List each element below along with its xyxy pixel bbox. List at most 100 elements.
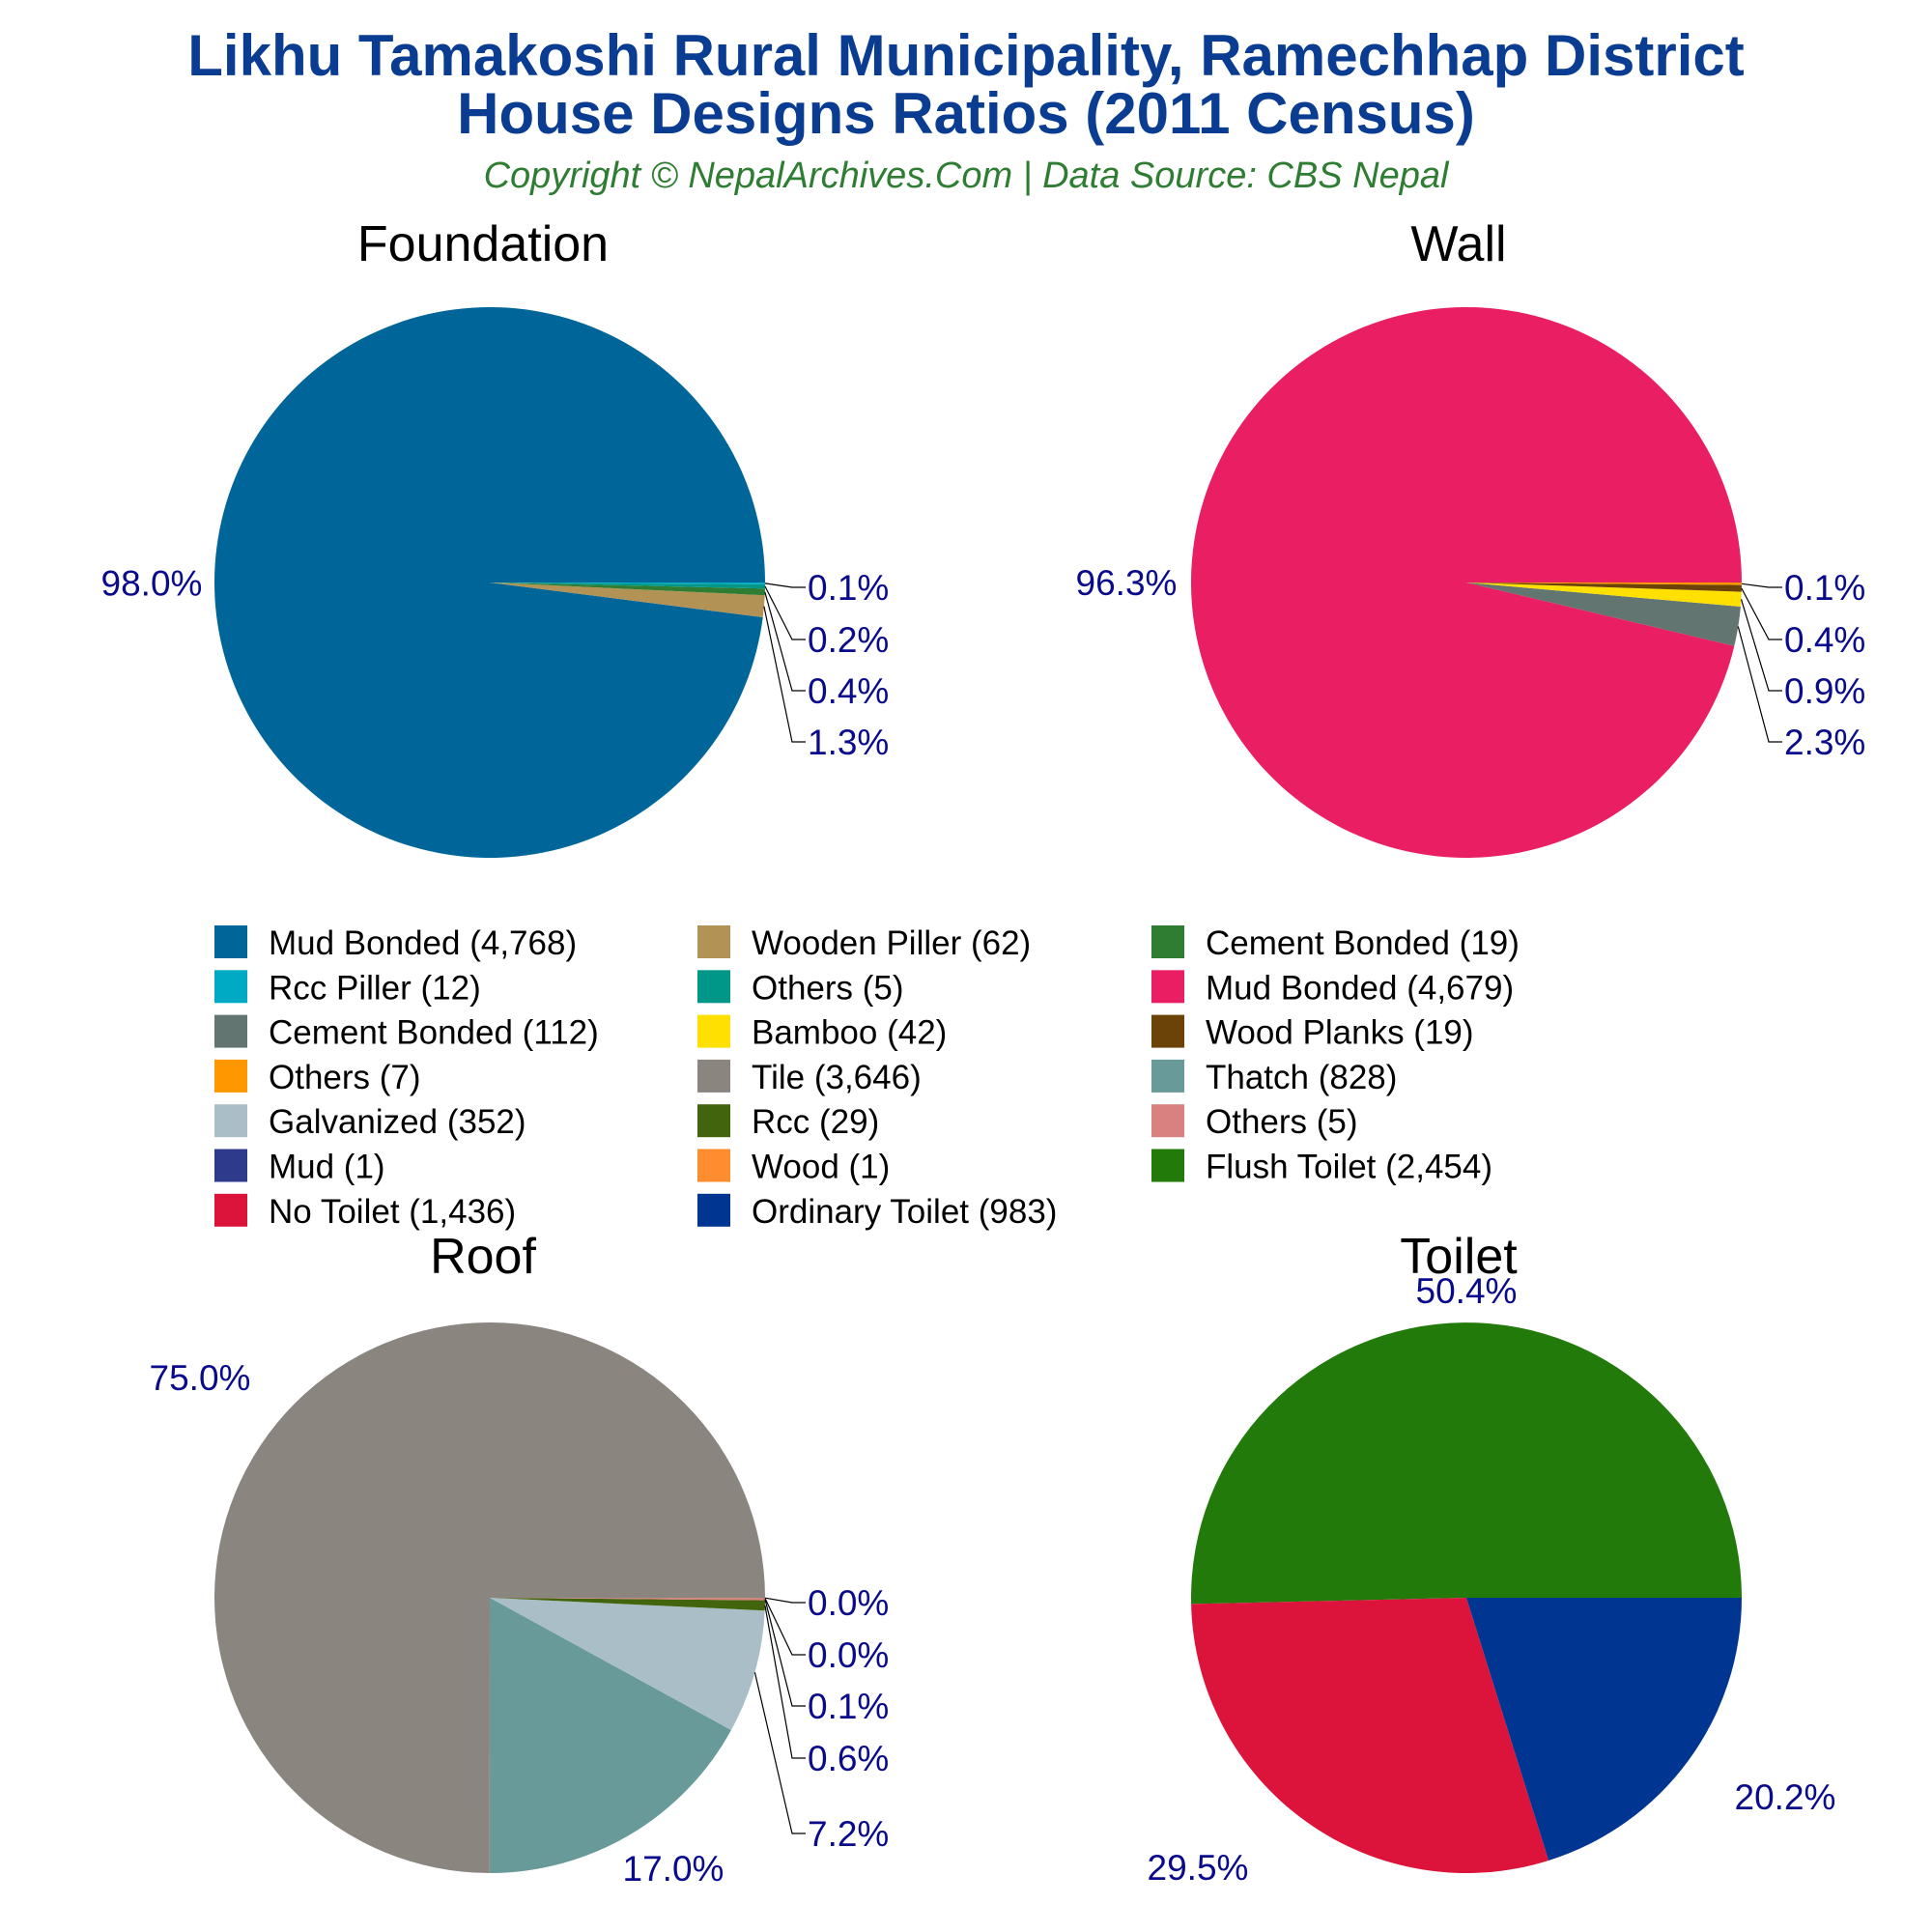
legend-label: Mud (1) [269, 1149, 385, 1186]
legend-swatch [214, 1014, 247, 1048]
legend-label: Tile (3,646) [752, 1059, 922, 1096]
pie-title-wall: Wall [1410, 216, 1506, 272]
pct-label: 0.9% [1784, 671, 1865, 711]
legend-label: Galvanized (352) [269, 1103, 526, 1141]
legend-label: Others (7) [269, 1059, 421, 1096]
legend-label: Mud Bonded (4,679) [1206, 969, 1514, 1007]
pct-label: 0.0% [808, 1583, 889, 1623]
leader-line [753, 1671, 806, 1834]
pct-label: 29.5% [1148, 1848, 1249, 1888]
pct-label: 0.4% [1784, 620, 1865, 660]
pie-title-foundation: Foundation [357, 216, 609, 272]
leader-line [764, 1605, 806, 1759]
pie-slice-ordinary-toilet [1466, 1598, 1742, 1861]
pie-slice-others [1466, 582, 1742, 585]
pie-wall: Wall 96.3% 0.1% 0.4% 0.9% 2.3% [1076, 216, 1865, 858]
legend-swatch [214, 925, 247, 958]
leader-line [1741, 582, 1782, 588]
legend-label: Cement Bonded (19) [1206, 924, 1520, 962]
legend-label: No Toilet (1,436) [269, 1193, 516, 1231]
leader-line [764, 591, 806, 692]
leader-line [764, 1599, 806, 1707]
pct-label: 20.2% [1735, 1777, 1836, 1817]
legend-label: Others (5) [1206, 1103, 1358, 1141]
legend-label: Cement Bonded (112) [269, 1014, 599, 1052]
pie-toilet: Toilet 50.4% 20.2% 29.5% [1148, 1229, 1836, 1888]
leader-line [1740, 599, 1782, 692]
pie-slice-rcc-piller [490, 582, 765, 584]
pct-label: 50.4% [1416, 1271, 1518, 1311]
pct-label: 2.3% [1784, 723, 1865, 762]
pie-slice-others [490, 1598, 765, 1601]
pie-title-roof: Roof [430, 1229, 536, 1285]
legend-label: Wood (1) [752, 1149, 890, 1186]
pie-title-toilet: Toilet [1400, 1229, 1518, 1285]
legend-swatch [1151, 970, 1184, 1004]
legend-swatch [1151, 1014, 1184, 1048]
leader-line [1737, 626, 1782, 743]
legend-swatch [214, 1104, 247, 1138]
pie-slice-cement-bonded [490, 582, 765, 596]
pie-slice-wood-planks [1466, 582, 1742, 592]
pie-slice-galvanized [490, 1598, 765, 1730]
leader-line [764, 1598, 806, 1656]
pie-slice-flush-toilet [1190, 1322, 1742, 1605]
pie-slice-mud-bonded [214, 306, 766, 858]
legend-swatch [214, 1059, 247, 1093]
pct-label: 96.3% [1076, 563, 1178, 603]
pct-label: 0.1% [808, 1687, 889, 1726]
legend-swatch [1151, 925, 1184, 958]
pct-label: 0.1% [808, 568, 889, 608]
pie-slice-no-toilet [1191, 1598, 1549, 1874]
legend-swatch [697, 970, 730, 1004]
legend: Mud Bonded (4,768) Rcc Piller (12) Cement … [214, 924, 1520, 1231]
leader-line [763, 606, 806, 743]
legend-swatch [214, 970, 247, 1004]
legend-label: Thatch (828) [1206, 1059, 1397, 1096]
leader-line [764, 585, 806, 640]
pie-slice-thatch [489, 1598, 731, 1873]
pie-roof: Roof 75.0% 17.0% 0.0% 0.0% 0.1% 0.6% 7.2% [150, 1229, 890, 1889]
legend-label: Mud Bonded (4,768) [269, 924, 577, 962]
pct-label: 17.0% [623, 1849, 724, 1889]
legend-swatch [697, 1014, 730, 1048]
pie-slice-others [490, 582, 765, 589]
legend-swatch [697, 1193, 730, 1227]
legend-label: Ordinary Toilet (983) [752, 1193, 1057, 1231]
legend-label: Wood Planks (19) [1206, 1014, 1474, 1052]
pie-slice-rcc [490, 1598, 765, 1611]
pct-label: 0.6% [808, 1739, 889, 1778]
legend-swatch [1151, 1059, 1184, 1093]
leader-line [764, 582, 806, 588]
legend-swatch [214, 1149, 247, 1182]
legend-label: Rcc (29) [752, 1103, 879, 1141]
legend-swatch [697, 1059, 730, 1093]
legend-swatch [214, 1193, 247, 1227]
legend-swatch [697, 1104, 730, 1138]
pie-slice-mud-bonded [1191, 306, 1742, 858]
legend-label: Wooden Piller (62) [752, 924, 1031, 962]
legend-label: Bamboo (42) [752, 1014, 947, 1052]
legend-label: Rcc Piller (12) [269, 969, 481, 1007]
pct-label: 0.1% [1784, 568, 1865, 608]
pie-slice-wooden-piller [490, 582, 765, 617]
leader-line [764, 1597, 806, 1604]
pct-label: 0.4% [808, 671, 889, 711]
pie-slice-bamboo [1466, 582, 1742, 608]
pct-label: 0.2% [808, 620, 889, 660]
legend-swatch [697, 925, 730, 958]
chart-title-line2: House Designs Ratios (2011 Census) [457, 81, 1475, 146]
pct-label: 98.0% [101, 564, 203, 604]
leader-line [1741, 587, 1782, 640]
legend-swatch [1151, 1149, 1184, 1182]
pie-slice-mud [490, 1598, 766, 1599]
chart-subtitle: Copyright © NepalArchives.Com | Data Sou… [484, 156, 1450, 196]
legend-label: Others (5) [752, 969, 904, 1007]
pie-foundation: Foundation 98.0% 0.1% 0.2% 0.4% 1.3% [101, 216, 889, 858]
legend-swatch [1151, 1104, 1184, 1138]
legend-swatch [697, 1149, 730, 1182]
pie-slice-cement-bonded [1466, 582, 1741, 646]
pct-label: 0.0% [808, 1635, 889, 1675]
pct-label: 7.2% [808, 1814, 889, 1854]
